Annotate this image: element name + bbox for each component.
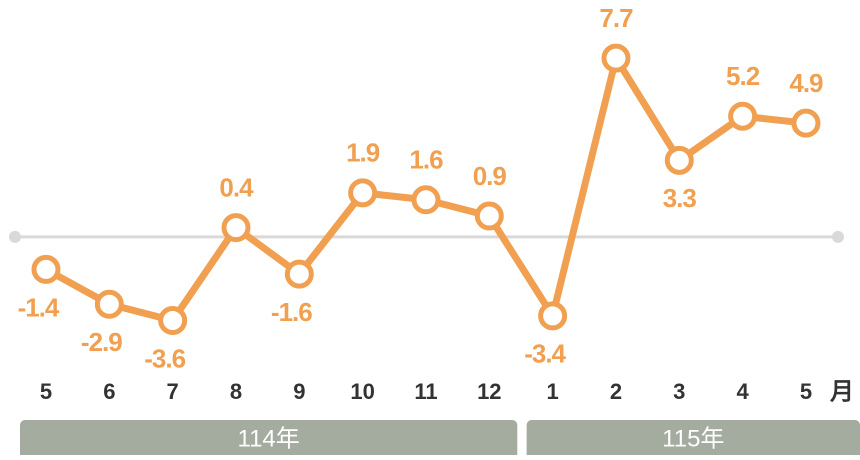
x-tick-label: 3 (673, 379, 685, 404)
x-tick-label: 7 (167, 379, 179, 404)
value-label: 0.9 (473, 161, 507, 191)
year-label: 115年 (662, 425, 724, 452)
value-label: 3.3 (663, 183, 697, 213)
year-label: 114年 (238, 425, 300, 452)
point (728, 101, 758, 131)
value-label: -3.4 (524, 339, 566, 369)
point (94, 289, 124, 319)
point (411, 185, 441, 215)
value-label: -1.4 (18, 292, 60, 322)
value-label: 0.4 (219, 173, 254, 203)
point (601, 43, 631, 73)
value-label: 4.9 (789, 68, 823, 98)
x-tick-label: 6 (103, 379, 115, 404)
point (221, 213, 251, 243)
x-tick-label: 8 (230, 379, 242, 404)
x-tick-label: 1 (547, 379, 559, 404)
x-tick-label: 11 (414, 379, 437, 404)
year-band (20, 420, 518, 460)
point (664, 145, 694, 175)
x-tick-label: 10 (350, 379, 374, 404)
point (538, 301, 568, 331)
year-band (526, 420, 860, 460)
point (31, 254, 61, 284)
x-unit: 月 (829, 378, 854, 405)
x-tick-label: 4 (737, 379, 750, 404)
point (158, 306, 188, 335)
x-tick-label: 5 (800, 379, 812, 404)
value-label: 7.7 (599, 3, 633, 33)
x-tick-label: 9 (293, 379, 305, 404)
point (791, 108, 821, 138)
x-tick-label: 5 (40, 379, 52, 404)
x-tick-label: 12 (477, 379, 501, 404)
x-tick-label: 2 (610, 379, 622, 404)
point (474, 201, 504, 231)
point (284, 259, 314, 289)
zero-line-end (832, 230, 844, 243)
value-label: -1.6 (271, 297, 312, 327)
value-label: 5.2 (726, 61, 760, 91)
zero-line-end (9, 230, 21, 243)
point (348, 178, 378, 208)
value-label: -3.6 (144, 343, 185, 373)
value-label: 1.9 (346, 138, 380, 168)
value-label: -2.9 (81, 327, 122, 357)
value-label: 1.6 (409, 145, 443, 175)
